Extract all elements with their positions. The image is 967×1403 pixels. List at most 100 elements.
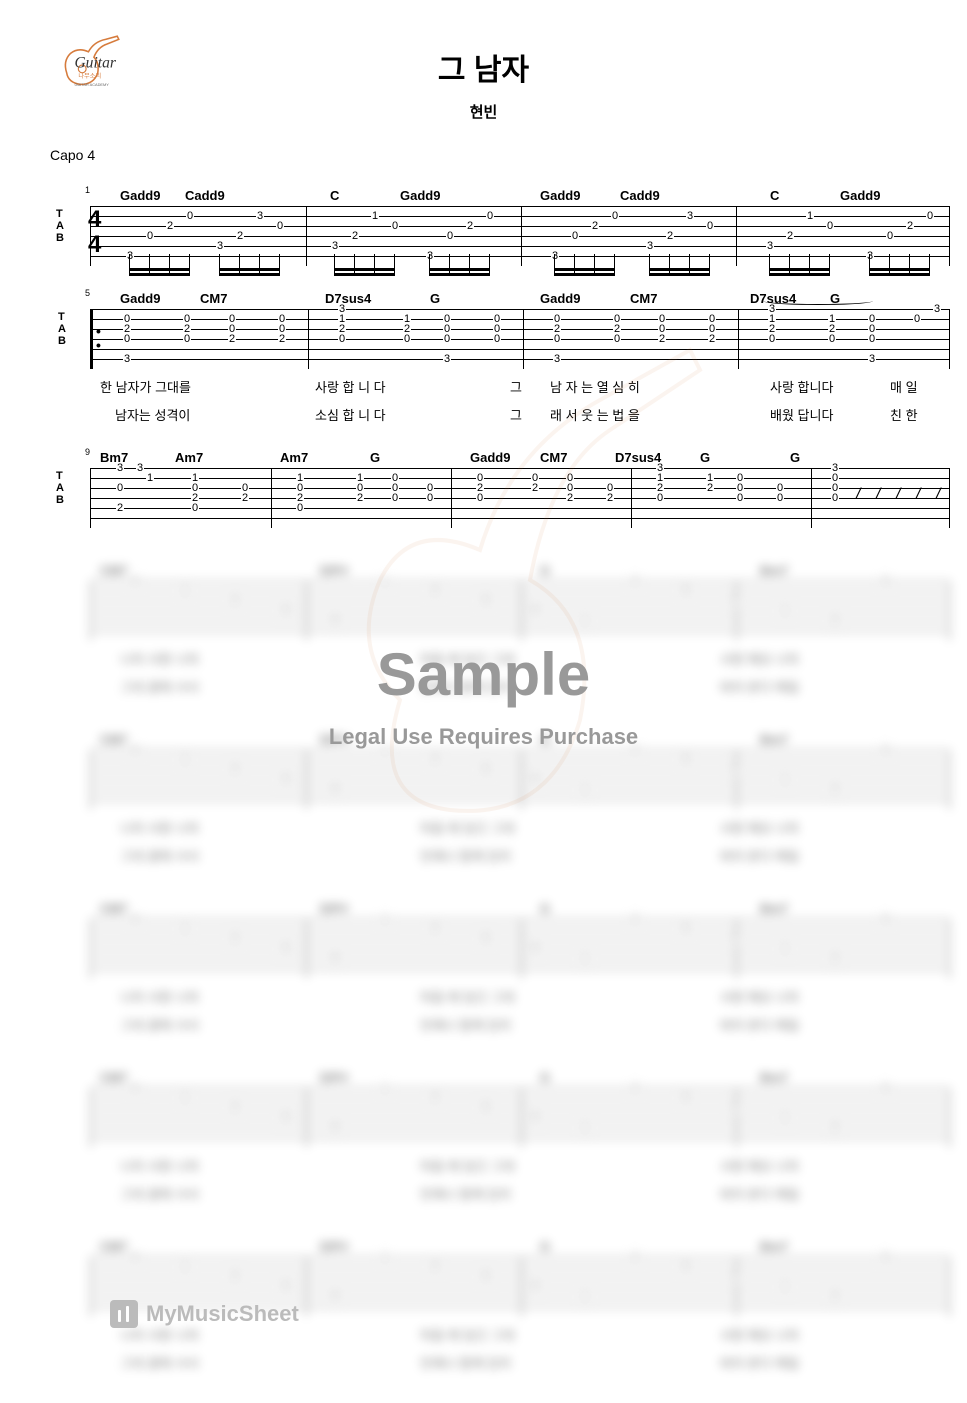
note-beam bbox=[334, 268, 394, 271]
rhythm-slash: / bbox=[896, 486, 900, 504]
fret-number: 2 bbox=[278, 333, 286, 345]
fret-number: 0 bbox=[443, 333, 451, 345]
chord-label: Gadd9 bbox=[120, 291, 160, 306]
note-beam bbox=[129, 273, 189, 276]
brand-logo: Guitar 나무소리 GUITAR ACADEMY bbox=[50, 30, 130, 105]
fret-number: 3 bbox=[933, 303, 941, 315]
staff-line bbox=[91, 518, 949, 519]
chord-label: Gadd9 bbox=[470, 450, 510, 465]
staff-line bbox=[91, 236, 949, 237]
bar-line bbox=[521, 206, 522, 266]
fret-number: 0 bbox=[391, 492, 399, 504]
fret-number: 0 bbox=[391, 220, 399, 232]
note-stem bbox=[709, 254, 710, 276]
staff-line bbox=[93, 359, 949, 360]
lyric-syllable: 남 자 는 열 심 히 bbox=[550, 377, 640, 396]
time-sig-top: 4 bbox=[88, 206, 101, 234]
fret-number: 0 bbox=[276, 220, 284, 232]
note-beam bbox=[869, 268, 929, 271]
chord-label: Am7 bbox=[175, 450, 203, 465]
fret-number: 2 bbox=[708, 333, 716, 345]
fret-number: 2 bbox=[241, 492, 249, 504]
measure-number: 9 bbox=[85, 447, 90, 457]
footer-icon bbox=[110, 1300, 138, 1328]
fret-number: 0 bbox=[886, 230, 894, 242]
staff-line bbox=[91, 206, 949, 207]
bar-line bbox=[306, 206, 307, 266]
tab-staff: TAB••02030200020023120120000300002030200… bbox=[90, 309, 950, 369]
tab-system-blurred: CM7D/F#GBm70123012301230123나의 사랑 나의마음 에 … bbox=[50, 901, 917, 1035]
staff-line bbox=[91, 508, 949, 509]
song-title: 그 남자 bbox=[50, 45, 917, 89]
chord-label: D7sus4 bbox=[615, 450, 661, 465]
fret-number: 0 bbox=[613, 333, 621, 345]
fret-number: 0 bbox=[868, 333, 876, 345]
fret-number: 0 bbox=[146, 230, 154, 242]
lyric-syllable: 그 bbox=[510, 377, 522, 396]
tab-label: TAB bbox=[56, 470, 64, 506]
logo-sub1: 나무소리 bbox=[78, 72, 101, 80]
fret-number: 0 bbox=[116, 482, 124, 494]
fret-number: 1 bbox=[371, 210, 379, 222]
note-beam bbox=[554, 268, 614, 271]
lyric-syllable: 사랑 합니다 bbox=[770, 377, 833, 396]
fret-number: 0 bbox=[571, 230, 579, 242]
artist-name: 현빈 bbox=[50, 101, 917, 122]
fret-number: 3 bbox=[126, 250, 134, 262]
staff-line bbox=[91, 468, 949, 469]
staff-line bbox=[91, 478, 949, 479]
fret-number: 2 bbox=[228, 333, 236, 345]
staff-line bbox=[91, 216, 949, 217]
bar-line bbox=[271, 468, 272, 528]
fret-number: 3 bbox=[216, 240, 224, 252]
fret-number: 3 bbox=[123, 353, 131, 365]
chord-label: Gadd9 bbox=[400, 188, 440, 203]
fret-number: 0 bbox=[403, 333, 411, 345]
tab-label: TAB bbox=[56, 208, 64, 244]
rhythm-slash: / bbox=[856, 486, 860, 504]
fret-number: 0 bbox=[656, 492, 664, 504]
fret-number: 0 bbox=[486, 210, 494, 222]
fret-number: 2 bbox=[906, 220, 914, 232]
lyric-syllable: 한 남자가 그대를 bbox=[100, 377, 191, 396]
staff-line bbox=[93, 339, 949, 340]
fret-number: 3 bbox=[866, 250, 874, 262]
chord-label: Gadd9 bbox=[540, 291, 580, 306]
fret-number: 0 bbox=[426, 492, 434, 504]
note-beam bbox=[649, 268, 709, 271]
lyric-syllable: 소심 합 니 다 bbox=[315, 405, 386, 424]
measure-number: 5 bbox=[85, 288, 90, 298]
chord-label: CM7 bbox=[630, 291, 657, 306]
fret-number: 3 bbox=[553, 353, 561, 365]
chord-label: CM7 bbox=[200, 291, 227, 306]
rhythm-slash: / bbox=[876, 486, 880, 504]
chord-label: Gadd9 bbox=[540, 188, 580, 203]
fret-number: 2 bbox=[166, 220, 174, 232]
note-beam bbox=[219, 273, 279, 276]
tab-staff: TAB4430203230321030203020323032103020 bbox=[90, 206, 950, 266]
footer-text: MyMusicSheet bbox=[146, 1301, 299, 1327]
fret-number: 2 bbox=[666, 230, 674, 242]
measure-number: 1 bbox=[85, 185, 90, 195]
fret-number: 2 bbox=[531, 482, 539, 494]
tab-system-blurred: CM7D/F#GBm70123012301230123나의 사랑 나의마음 에 … bbox=[50, 1070, 917, 1204]
tab-system-blurred: CM7D/F#GBm70123012301230123나의 사랑 나의마음 에 … bbox=[50, 563, 917, 697]
staff-line bbox=[93, 329, 949, 330]
chord-label: Am7 bbox=[280, 450, 308, 465]
lyric-syllable: 그 bbox=[510, 405, 522, 424]
bar-line bbox=[736, 206, 737, 266]
fret-number: 3 bbox=[646, 240, 654, 252]
fret-number: 2 bbox=[658, 333, 666, 345]
fret-number: 3 bbox=[868, 353, 876, 365]
chord-label: G bbox=[430, 291, 440, 306]
note-beam bbox=[129, 268, 189, 271]
note-beam bbox=[219, 268, 279, 271]
note-beam bbox=[869, 273, 929, 276]
note-beam bbox=[429, 268, 489, 271]
fret-number: 2 bbox=[786, 230, 794, 242]
fret-number: 0 bbox=[296, 502, 304, 514]
fret-number: 2 bbox=[706, 482, 714, 494]
note-beam bbox=[769, 268, 829, 271]
bar-line bbox=[523, 309, 524, 369]
chord-label: Cadd9 bbox=[620, 188, 660, 203]
